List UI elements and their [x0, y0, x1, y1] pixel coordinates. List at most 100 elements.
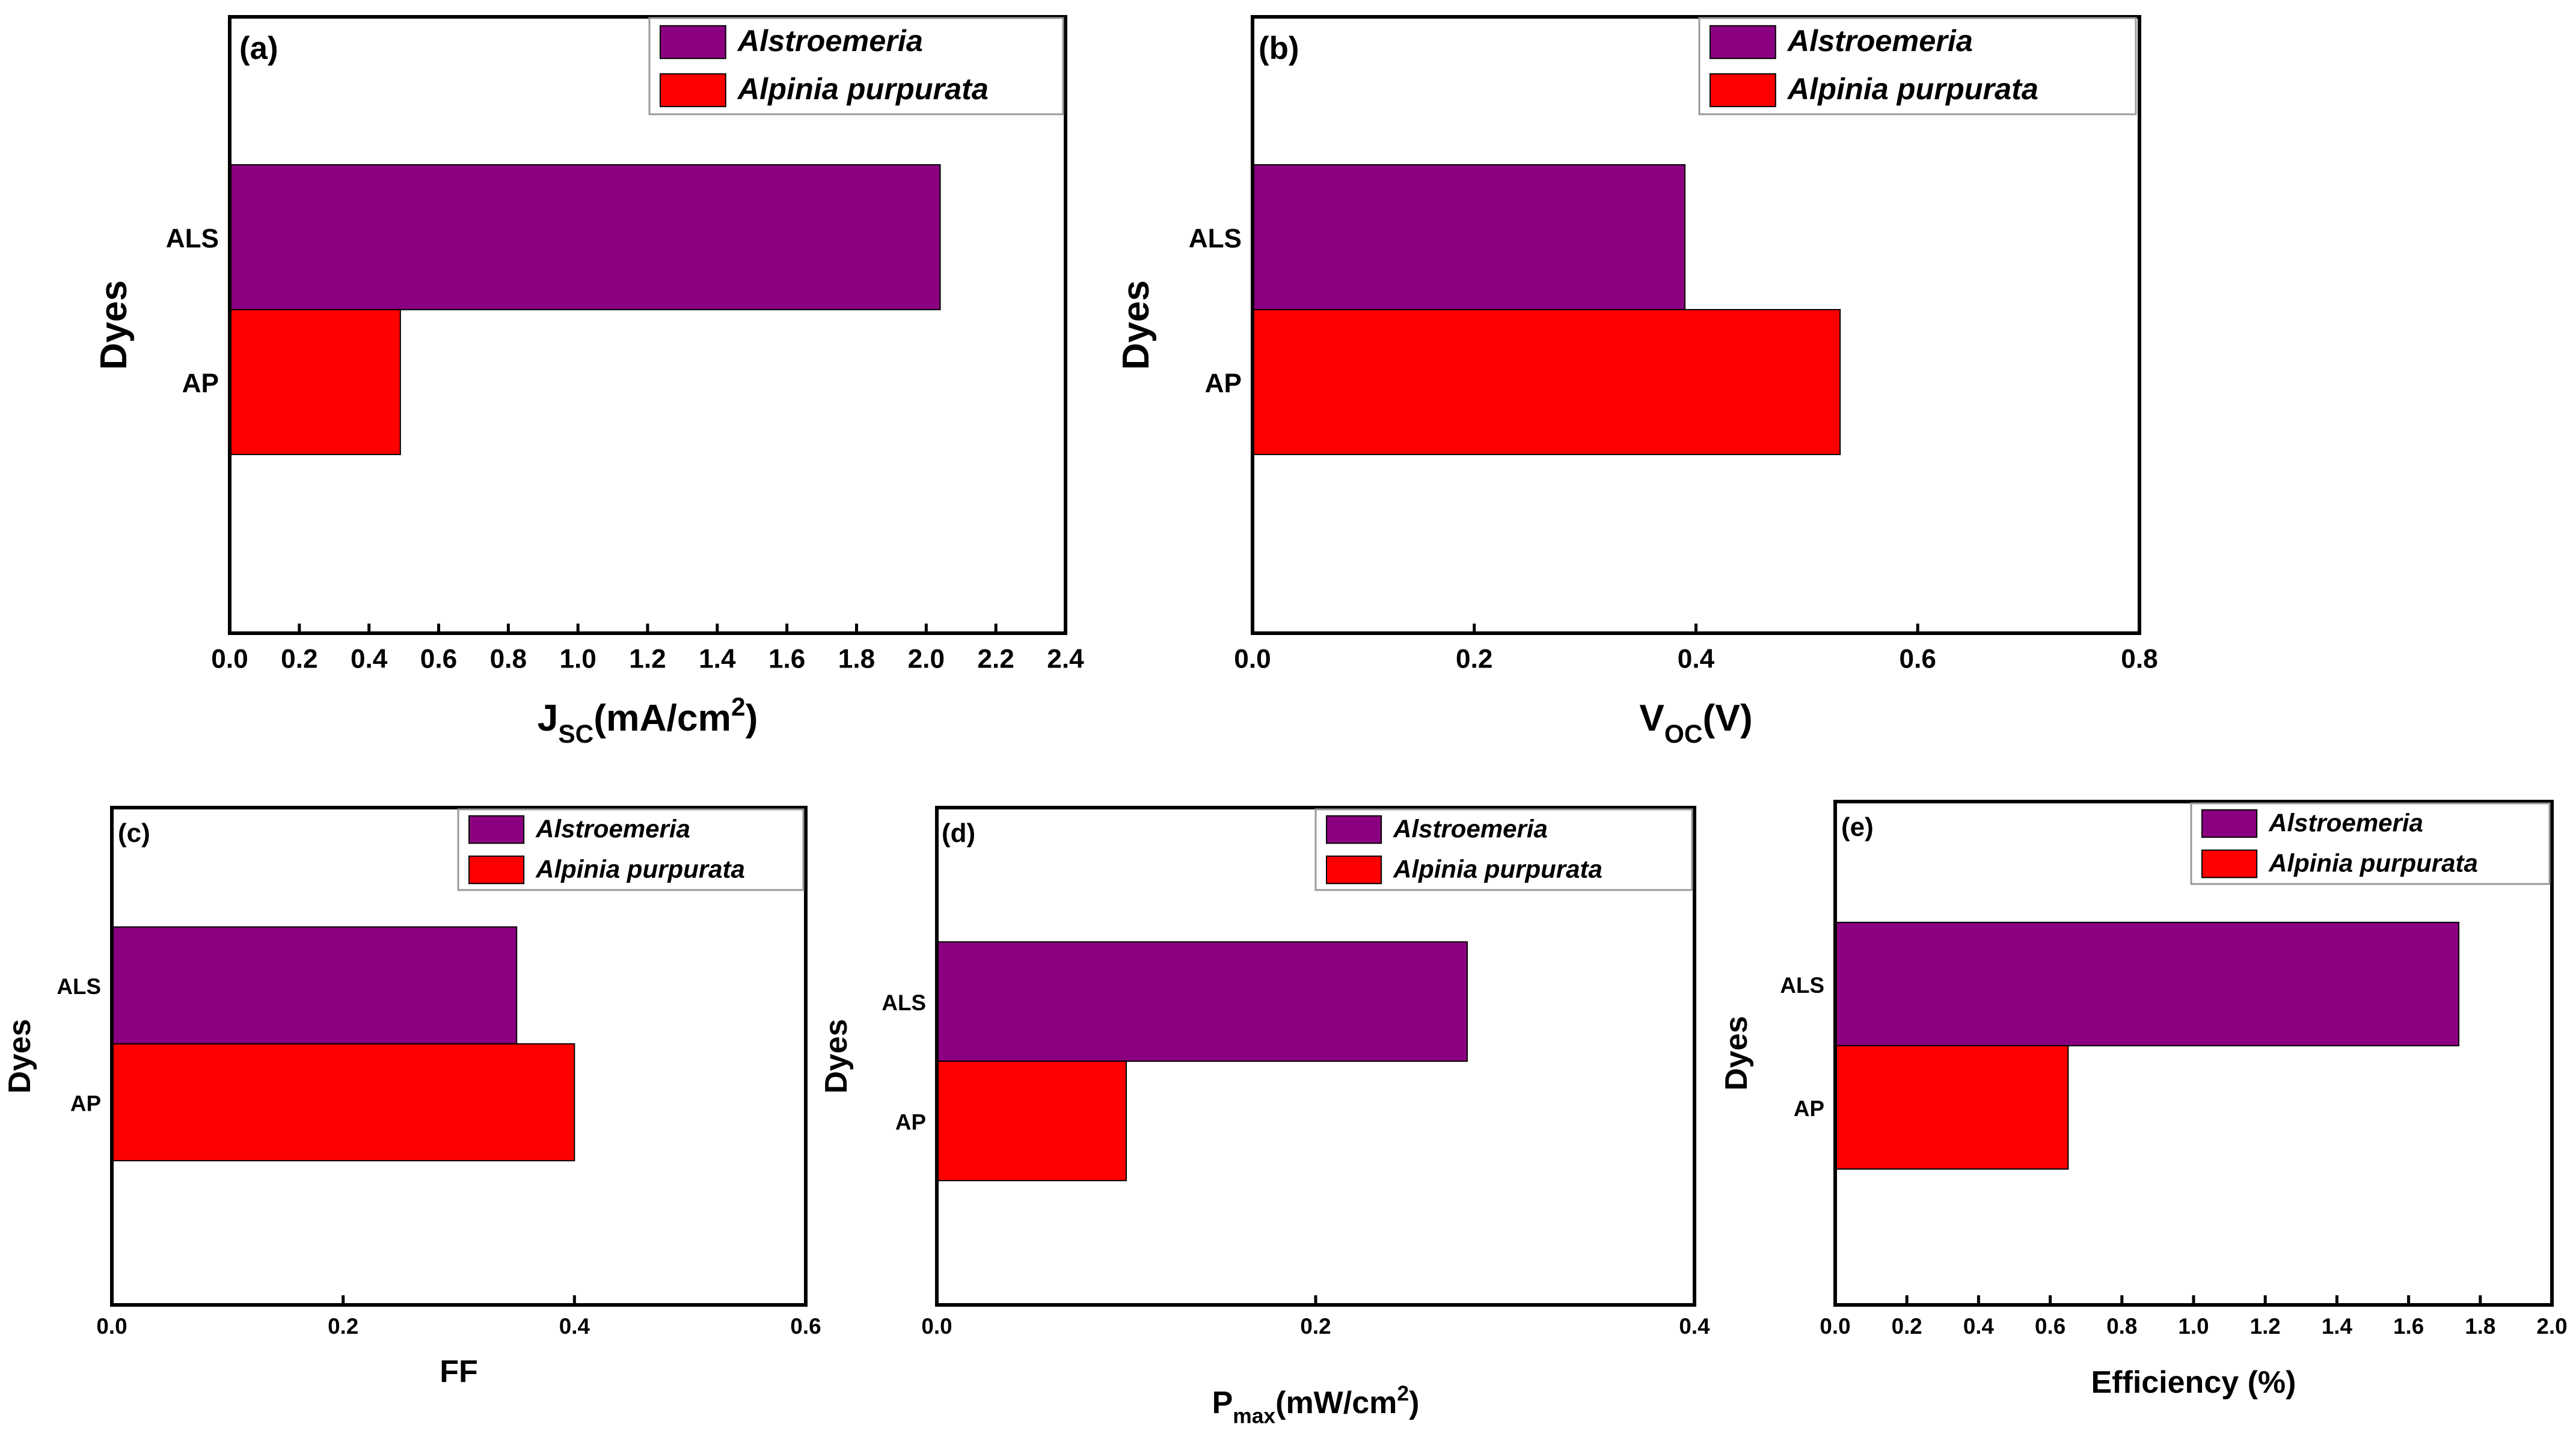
x-tick-label: 0.0 — [96, 1314, 127, 1339]
x-tick-label: 1.2 — [629, 645, 666, 674]
bar-ap — [111, 1043, 575, 1162]
bar-ap — [1835, 1045, 2069, 1170]
chart-panel-e: ALS AP 0.0 0.2 0.4 0.6 0.8 1.0 1.2 1.4 1.6 1.8 2.0 Dy… — [1719, 800, 2568, 1400]
legend-swatch — [660, 73, 726, 108]
x-tick-label: 0.4 — [1679, 1314, 1710, 1339]
x-tick-label: 0.2 — [1892, 1314, 1922, 1339]
x-tick-label: 0.2 — [328, 1314, 358, 1339]
category-label-ap: AP — [895, 1109, 926, 1134]
x-tick-label: 2.0 — [908, 645, 945, 674]
legend: Alstroemeria Alpinia purpurata — [648, 17, 1064, 115]
legend-label: Alstroemeria — [737, 23, 923, 58]
legend-label: Alstroemeria — [535, 814, 690, 842]
bar-als — [229, 164, 941, 310]
x-axis-title-part: SC — [558, 720, 593, 748]
x-tick-label: 0.4 — [1678, 645, 1715, 674]
panel-label: (b) — [1259, 31, 1299, 66]
x-axis-title-part: (mA/cm — [593, 698, 731, 739]
x-tick-label: 0.2 — [281, 645, 317, 674]
x-tick-label: 0.4 — [559, 1314, 590, 1339]
legend-label: Alpinia purpurata — [1393, 855, 1602, 883]
x-axis-title-part: 2 — [731, 693, 746, 721]
x-axis-title-part: V — [1639, 698, 1664, 739]
x-tick-label: 0.8 — [490, 645, 527, 674]
x-tick-label: 0.6 — [2035, 1314, 2065, 1339]
x-tick-label: 0.6 — [420, 645, 457, 674]
y-axis-title: Dyes — [2, 1019, 37, 1093]
y-axis-title: Dyes — [1719, 1016, 1754, 1090]
x-tick-label: 0.0 — [1234, 645, 1271, 674]
x-axis-title-part: OC — [1664, 720, 1703, 748]
x-axis-title: FF — [440, 1354, 478, 1389]
x-axis-title: JSC(mA/cm2) — [538, 693, 758, 748]
legend-swatch — [660, 25, 726, 60]
bar-als — [1835, 921, 2460, 1046]
x-tick-label: 1.4 — [699, 645, 736, 674]
legend: Alstroemeria Alpinia purpurata — [457, 808, 805, 891]
bar-als — [111, 926, 518, 1045]
x-tick-label: 1.6 — [2393, 1314, 2424, 1339]
chart-panel-d: ALS AP 0.0 0.2 0.4 Dyes Pmax(mW/cm2) (d) Alstroe… — [819, 806, 1710, 1428]
x-axis-title-part: FF — [440, 1354, 478, 1389]
x-tick-label: 2.0 — [2536, 1314, 2567, 1339]
x-tick-label: 1.4 — [2322, 1314, 2353, 1339]
x-tick-label: 1.0 — [2178, 1314, 2209, 1339]
legend-label: Alpinia purpurata — [737, 72, 989, 106]
x-tick-label: 0.2 — [1456, 645, 1492, 674]
legend-label: Alpinia purpurata — [1786, 72, 2038, 106]
category-label-ap: AP — [182, 369, 219, 399]
category-label-als: ALS — [166, 224, 219, 254]
legend-swatch — [1326, 855, 1382, 885]
x-axis-title: VOC(V) — [1639, 698, 1752, 748]
x-tick-label: 0.4 — [1963, 1314, 1995, 1339]
x-axis-title-part: P — [1212, 1385, 1233, 1420]
x-axis-title-part: Efficiency (%) — [2091, 1365, 2296, 1400]
category-label-ap: AP — [1794, 1096, 1824, 1121]
x-tick-label: 0.4 — [351, 645, 388, 674]
x-tick-label: 0.6 — [790, 1314, 821, 1339]
legend-swatch — [2201, 809, 2258, 838]
x-tick-label: 1.6 — [768, 645, 805, 674]
category-label-als: ALS — [1189, 224, 1242, 254]
x-tick-label: 1.0 — [559, 645, 596, 674]
legend-label: Alpinia purpurata — [535, 855, 745, 883]
legend-label: Alpinia purpurata — [2268, 848, 2478, 877]
x-tick-label: 0.8 — [2106, 1314, 2137, 1339]
legend-swatch — [468, 815, 525, 844]
x-tick-label: 1.8 — [2465, 1314, 2495, 1339]
x-axis-title-part: (V) — [1703, 698, 1753, 739]
category-label-ap: AP — [1205, 369, 1242, 399]
category-label-als: ALS — [882, 990, 926, 1015]
legend: Alstroemeria Alpinia purpurata — [2190, 802, 2551, 885]
x-tick-label: 2.2 — [977, 645, 1014, 674]
x-tick-label: 2.4 — [1047, 645, 1084, 674]
chart-panel-b: ALS AP 0.0 0.2 0.4 0.6 0.8 Dyes VOC(V) (b) Alstroe… — [1115, 15, 2158, 748]
x-axis-title-part: ) — [746, 698, 758, 739]
bar-ap — [936, 1060, 1127, 1182]
panel-label: (a) — [239, 31, 278, 66]
x-axis-title-part: (mW/cm — [1275, 1385, 1397, 1420]
bar-als — [936, 941, 1468, 1062]
legend-swatch — [1710, 25, 1776, 60]
bar-ap — [229, 308, 401, 455]
legend-swatch — [1710, 73, 1776, 108]
legend-label: Alstroemeria — [1786, 23, 1973, 58]
y-axis-title: Dyes — [1115, 280, 1157, 370]
x-tick-label: 0.0 — [211, 645, 248, 674]
legend-swatch — [468, 855, 525, 885]
y-axis-title: Dyes — [819, 1019, 854, 1093]
y-axis-title: Dyes — [93, 280, 135, 370]
bar-als — [1252, 164, 1686, 310]
legend-swatch — [1326, 815, 1382, 844]
x-axis-title-part: 2 — [1397, 1381, 1409, 1405]
bar-ap — [1252, 308, 1841, 455]
chart-panel-a: ALS AP 0.0 0.2 0.4 0.6 0.8 1.0 1.2 1.4 1.6 1.8 2.0 2.… — [93, 15, 1084, 748]
plot-frame — [110, 806, 808, 1307]
legend-label: Alstroemeria — [1393, 814, 1548, 842]
panel-label: (d) — [942, 818, 975, 848]
x-axis-title-part: max — [1233, 1404, 1275, 1428]
category-label-als: ALS — [57, 974, 101, 999]
legend: Alstroemeria Alpinia purpurata — [1314, 808, 1693, 891]
